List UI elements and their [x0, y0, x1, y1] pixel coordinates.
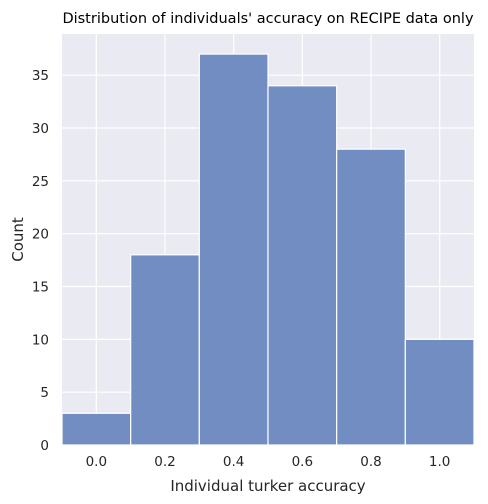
x-tick-label: 0.8 [360, 454, 381, 470]
x-axis-ticks: 0.0 0.2 0.4 0.6 0.8 1.0 [86, 454, 451, 470]
y-tick-label: 25 [32, 174, 49, 190]
x-tick-label: 0.6 [292, 454, 313, 470]
y-tick-label: 20 [32, 227, 49, 243]
x-tick-label: 0.4 [223, 454, 244, 470]
histogram-bar-4 [336, 148, 406, 446]
x-tick-label: 0.0 [86, 454, 107, 470]
histogram-bar-1 [130, 254, 200, 446]
y-tick-label: 5 [40, 385, 49, 401]
y-axis-ticks: 0 5 10 15 20 25 30 35 [32, 68, 49, 454]
y-tick-label: 10 [32, 332, 49, 348]
histogram-bar-0 [61, 412, 132, 446]
x-tick-label: 0.2 [154, 454, 175, 470]
y-axis-label: Count [9, 217, 27, 262]
histogram-bar-2 [198, 53, 269, 446]
histogram-bars [61, 53, 475, 446]
chart-title: Distribution of individuals' accuracy on… [62, 11, 474, 27]
y-tick-label: 15 [32, 280, 49, 296]
y-tick-label: 30 [32, 121, 49, 137]
x-tick-label: 1.0 [429, 454, 450, 470]
histogram-bar-3 [267, 85, 338, 446]
x-axis-label: Individual turker accuracy [170, 477, 365, 495]
y-tick-label: 35 [32, 68, 49, 84]
y-tick-label: 0 [40, 438, 49, 454]
histogram-bar-5 [404, 338, 475, 446]
